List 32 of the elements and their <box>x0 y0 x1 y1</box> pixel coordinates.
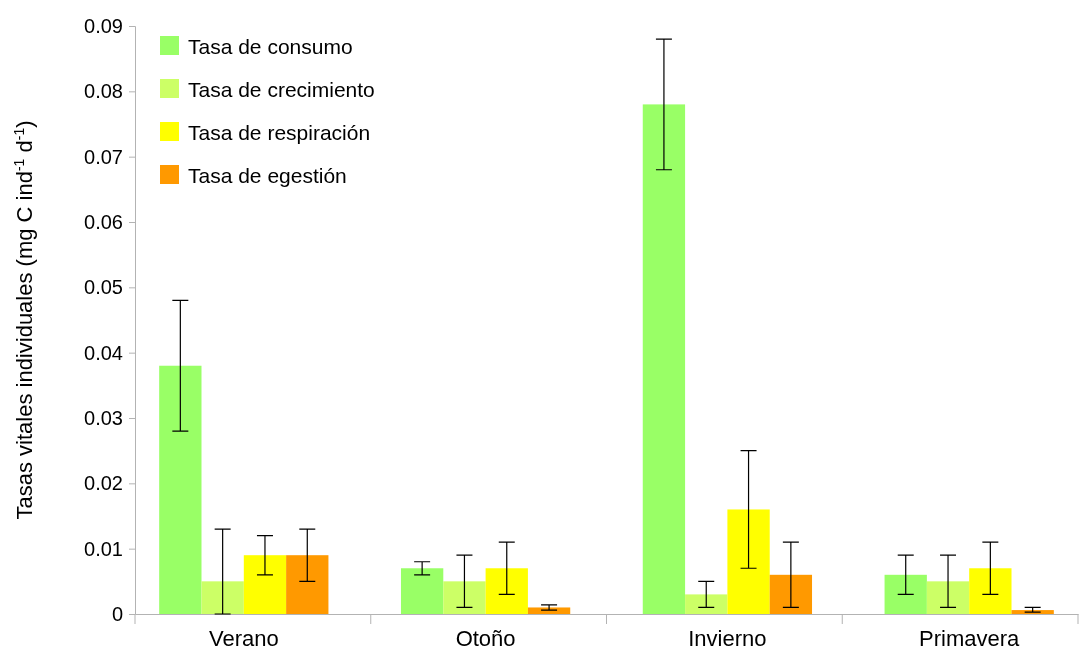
legend-label: Tasa de respiración <box>188 121 371 144</box>
bar <box>642 104 686 614</box>
y-tick-label: 0.08 <box>84 80 123 103</box>
bar <box>443 581 486 614</box>
x-tick-label: Primavera <box>919 625 1021 651</box>
bar <box>201 581 244 614</box>
bar <box>400 568 444 614</box>
x-tick-label: Invierno <box>688 625 767 651</box>
y-tick-label: 0.06 <box>84 210 123 233</box>
legend-label: Tasa de crecimiento <box>188 78 375 101</box>
y-tick-label: 0.02 <box>84 472 123 495</box>
bar <box>685 594 728 614</box>
bar <box>243 555 287 614</box>
y-tick-label: 0.07 <box>84 145 123 168</box>
y-tick-label: 0 <box>111 602 123 625</box>
legend-label: Tasa de consumo <box>188 35 353 58</box>
y-tick-label: 0.09 <box>84 14 123 37</box>
bar <box>727 509 770 614</box>
x-tick-label: Otoño <box>455 625 516 651</box>
legend-label: Tasa de egestión <box>188 164 347 187</box>
bar <box>485 568 528 614</box>
bar <box>159 365 202 614</box>
y-tick-label: 0.01 <box>84 537 123 560</box>
y-tick-label: 0.03 <box>84 406 123 429</box>
y-tick-label: 0.05 <box>84 276 123 299</box>
bar <box>286 555 329 614</box>
x-tick-label: Verano <box>208 625 279 651</box>
y-tick-label: 0.04 <box>84 341 123 364</box>
bar <box>884 574 927 614</box>
bar <box>969 568 1012 614</box>
bar <box>926 581 970 614</box>
bar <box>769 574 813 614</box>
